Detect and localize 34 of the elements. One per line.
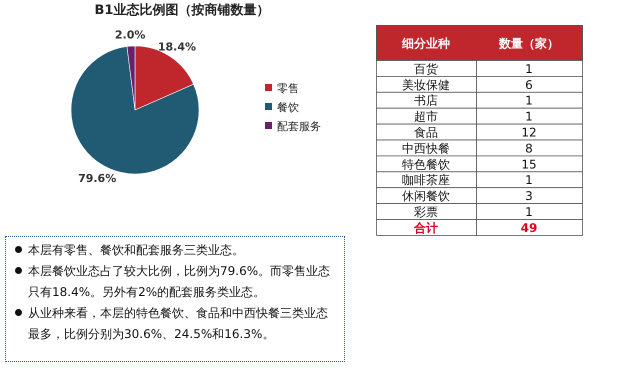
text: 细分业种 xyxy=(401,36,450,50)
chart-title: B1业态比例图（按商铺数量） xyxy=(94,2,270,18)
data-label: 1 xyxy=(525,110,533,124)
category-label: 百货 xyxy=(414,62,438,76)
data-label: 1 xyxy=(525,205,533,219)
text: 从业种来看，本层的特色餐饮、食品和中西快餐三类业态最多，比例分别为30.6%、24.5%和16.3%。 xyxy=(28,306,328,341)
data-label: 15 xyxy=(521,157,537,172)
category-label: 咖啡茶座 xyxy=(402,173,450,188)
category-label: 合计 xyxy=(413,220,438,235)
text: 本层有零售、餐饮和配套服务三类业态。 xyxy=(28,243,244,257)
legend-label: 配套服务 xyxy=(277,120,321,133)
data-label: 1 xyxy=(525,62,533,76)
data-label: 6 xyxy=(525,78,533,92)
category-label: 特色餐饮 xyxy=(402,157,450,172)
data-label: 12 xyxy=(521,126,537,140)
category-label: 休闲餐饮 xyxy=(402,189,450,204)
data-label: 3 xyxy=(525,189,533,204)
data-label: 8 xyxy=(525,141,533,156)
data-label: 49 xyxy=(520,220,538,235)
data-label: 1 xyxy=(525,173,533,188)
category-label: 食品 xyxy=(414,126,438,140)
legend-label: 餐饮 xyxy=(277,101,299,114)
category-label: 中西快餐 xyxy=(402,141,450,156)
category-label: 超市 xyxy=(414,110,438,124)
legend-label: 零售 xyxy=(277,82,299,95)
data-label: 18.4% xyxy=(158,40,196,54)
category-label: 美妆保健 xyxy=(402,78,450,92)
text: 本层餐饮业态占了较大比例，比例为79.6%。而零售业态只有18.4%。另外有2%的配套服务类业态。 xyxy=(28,264,330,299)
text: 数量（家） xyxy=(498,36,559,50)
category-label: 书店 xyxy=(414,94,438,108)
data-label: 2.0% xyxy=(114,28,146,42)
data-label: 79.6% xyxy=(78,172,116,185)
data-label: 1 xyxy=(525,94,533,108)
category-label: 彩票 xyxy=(414,205,438,219)
